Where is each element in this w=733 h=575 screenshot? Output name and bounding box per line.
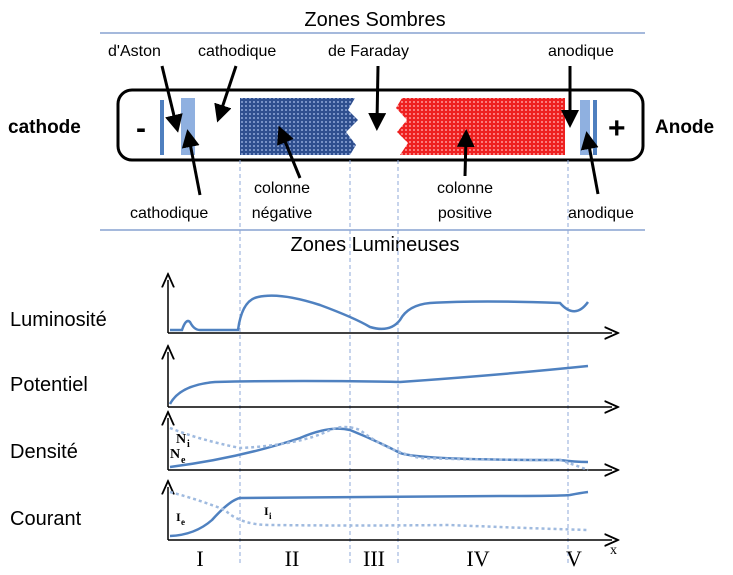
- curve-label: I: [176, 510, 181, 524]
- label: de Faraday: [328, 43, 409, 60]
- label: cathodique: [130, 205, 208, 222]
- label: cathodique: [198, 43, 276, 60]
- dark-title: Zones Sombres: [304, 9, 445, 31]
- curve-sub: e: [181, 517, 185, 527]
- region: IV: [466, 546, 489, 571]
- label: positive: [438, 205, 492, 222]
- bright-title: Zones Lumineuses: [291, 234, 460, 256]
- axis-label: x: [610, 543, 617, 558]
- plot-label: Luminosité: [10, 309, 107, 331]
- label: anodique: [548, 43, 614, 60]
- region: II: [285, 546, 300, 571]
- plus: +: [608, 112, 626, 145]
- curve-label: N: [176, 432, 186, 447]
- layout: Zones Sombres d'Aston cathodique de Fara…: [8, 9, 714, 571]
- label: anodique: [568, 205, 634, 222]
- curve-label: N: [170, 447, 180, 462]
- label: colonne: [254, 180, 310, 197]
- region: III: [363, 546, 385, 571]
- curve-sub: i: [269, 511, 272, 521]
- region: V: [566, 546, 582, 571]
- label: négative: [252, 205, 313, 222]
- minus: -: [136, 112, 146, 145]
- curve-label: I: [264, 504, 269, 518]
- label: d'Aston: [108, 43, 161, 60]
- anode: Anode: [655, 117, 714, 138]
- plot-label: Potentiel: [10, 374, 88, 396]
- plot-label: Densité: [10, 441, 78, 463]
- cathode: cathode: [8, 117, 81, 138]
- plot-label: Courant: [10, 508, 82, 530]
- label: colonne: [437, 180, 493, 197]
- curve-sub: e: [181, 455, 186, 466]
- region: I: [196, 546, 203, 571]
- curve-sub: i: [187, 439, 190, 450]
